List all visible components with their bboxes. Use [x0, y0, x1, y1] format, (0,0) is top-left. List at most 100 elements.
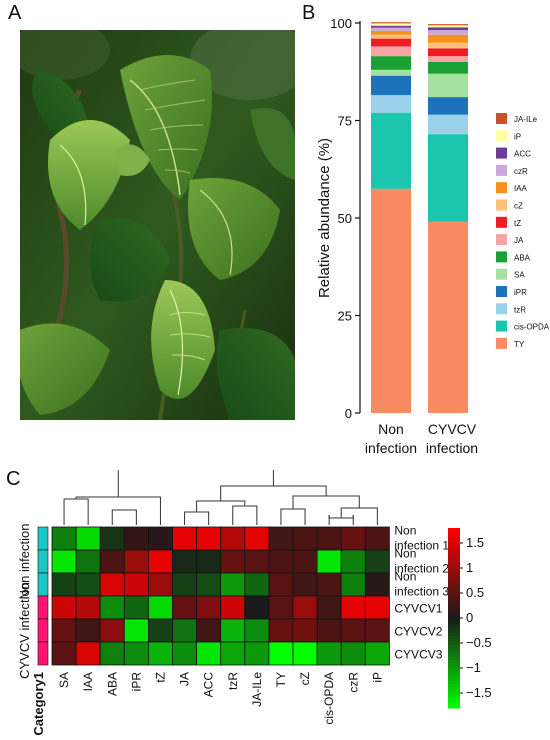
color-scale-step [448, 567, 460, 571]
legend-swatch [496, 199, 507, 211]
bar-segment [371, 95, 411, 113]
heatmap-cell [51, 595, 77, 620]
legend-swatch [496, 268, 507, 280]
dendrogram-link [232, 505, 258, 515]
color-scale-step [448, 654, 460, 658]
color-scale-step [448, 687, 460, 691]
heatmap-cell [123, 595, 149, 620]
panel-label-a: A [8, 2, 22, 24]
legend-label: JA-ILe [514, 115, 538, 124]
color-scale-step [448, 597, 460, 601]
heatmap-cell [316, 549, 342, 574]
bar-segment [371, 69, 411, 76]
color-scale-label: 0 [466, 610, 473, 625]
color-scale-label: −1.5 [466, 685, 492, 700]
column-label: JA-ILe [250, 672, 264, 707]
legend-label: ACC [514, 150, 531, 159]
legend-label: tZ [514, 219, 521, 228]
heatmap-cell [244, 641, 270, 666]
dendrogram-link [220, 485, 327, 501]
bar-segment [428, 42, 468, 49]
category-cell [37, 595, 49, 620]
legend-swatch [496, 320, 507, 332]
color-scale-step [448, 588, 460, 592]
category-cell [37, 572, 49, 597]
heatmap-cell [123, 572, 149, 597]
legend-swatch [496, 113, 507, 124]
stacked-bar-chart: Relative abundance (%) 0 25 50 75 100 Non inf… [316, 16, 550, 456]
column-label: iPR [129, 672, 143, 692]
panel-label-b: B [302, 2, 316, 24]
heatmap-cell [75, 526, 101, 551]
color-scale-step [448, 702, 460, 706]
color-scale-step [448, 579, 460, 583]
color-scale-step [448, 546, 460, 550]
bar-segment [371, 112, 411, 189]
bar-segment [428, 73, 468, 98]
legend-label: IAA [514, 184, 528, 193]
dendrogram-link [280, 508, 306, 515]
leaf-photograph [20, 30, 295, 420]
column-label: JA [178, 672, 192, 686]
color-scale-step [448, 636, 460, 640]
x-tick-label: infection [365, 440, 417, 456]
color-scale-step [448, 549, 460, 553]
column-label: iP [370, 672, 384, 683]
heatmap-cell [123, 618, 149, 643]
heatmap-cell [364, 595, 390, 620]
heatmap-cell [220, 595, 246, 620]
color-scale-step [448, 612, 460, 616]
column-label: tzR [226, 672, 240, 690]
legend-label: JA [514, 236, 524, 245]
bar-segment [428, 30, 468, 35]
color-scale-step [448, 699, 460, 703]
column-label: TY [274, 672, 288, 687]
heatmap-cell [268, 549, 294, 574]
heatmap-cell [99, 641, 125, 666]
heatmap-cell [292, 641, 318, 666]
color-scale-step [448, 615, 460, 619]
bar-segment [371, 188, 411, 413]
dendrogram-link [75, 496, 161, 515]
color-scale-step [448, 648, 460, 652]
color-scale-step [448, 627, 460, 631]
legend-label: cis-OPDA [514, 323, 550, 332]
color-scale-step [448, 618, 460, 622]
y-tick-label: 75 [338, 114, 352, 129]
x-tick-label: infection [426, 440, 478, 456]
heatmap-cell [220, 526, 246, 551]
column-label: czR [346, 672, 360, 693]
heatmap-cell [172, 572, 198, 597]
category-cell [37, 618, 49, 643]
category-cell [37, 641, 49, 666]
color-scale-label: −1 [466, 660, 481, 675]
color-scale-step [448, 594, 460, 598]
color-scale-step [448, 558, 460, 562]
heatmap-cell [75, 595, 101, 620]
bar-segment [371, 34, 411, 39]
legend-label: TY [514, 340, 525, 349]
heatmap-cell [75, 549, 101, 574]
column-label: SA [57, 672, 71, 688]
bar-segment [428, 62, 468, 74]
heatmap-cell [75, 641, 101, 666]
color-scale-step [448, 678, 460, 682]
row-label: Non [394, 547, 416, 561]
heatmap-cell [268, 618, 294, 643]
column-label: ABA [105, 672, 119, 696]
heatmap-cell [340, 549, 366, 574]
bar-segment [428, 134, 468, 222]
heatmap-cell [220, 572, 246, 597]
color-scale-step [448, 585, 460, 589]
category-cell [37, 526, 49, 551]
heatmap-cell [268, 526, 294, 551]
bar-segment [428, 27, 468, 31]
bar-segment [428, 56, 468, 62]
bar-segment [371, 38, 411, 47]
color-scale-step [448, 540, 460, 544]
heatmap-cell [196, 641, 222, 666]
heatmap-cell [220, 549, 246, 574]
bar-segment [428, 97, 468, 115]
x-tick-label: CYVCV [428, 421, 477, 437]
y-axis: 0 25 50 75 100 [330, 16, 361, 421]
